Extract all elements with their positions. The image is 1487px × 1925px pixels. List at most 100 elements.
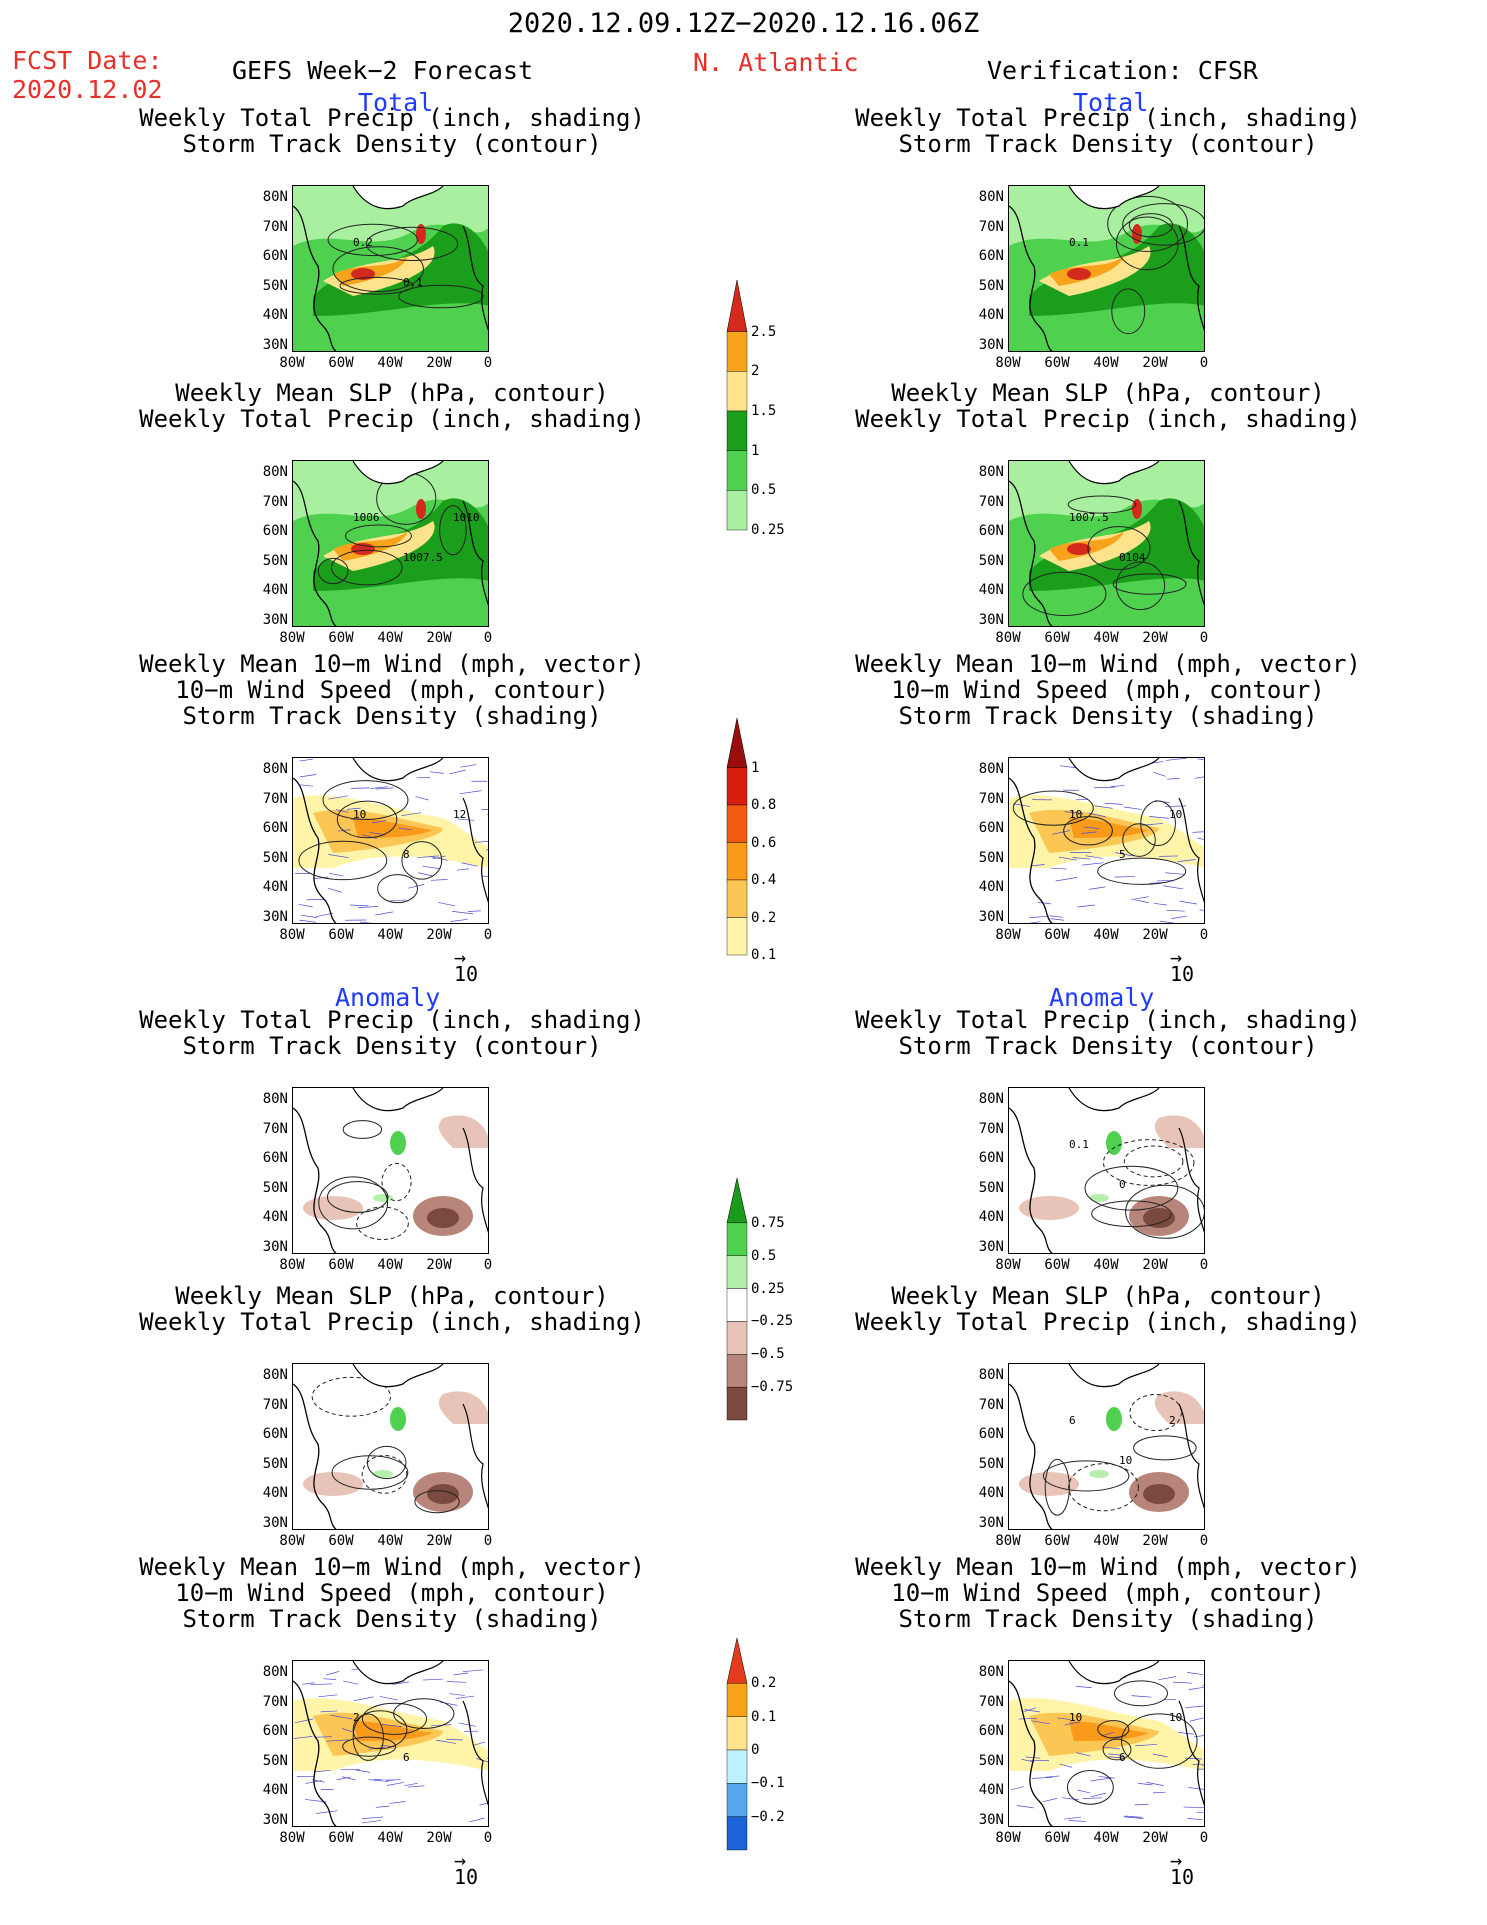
fc-row2-title-line: Weekly Total Precip (inch, shading) (139, 405, 645, 433)
lon-tick: 0 (1199, 1533, 1209, 1549)
vf-row5-title: Weekly Mean SLP (hPa, contour) Weekly Tot… (748, 1283, 1468, 1335)
colorbar-label: −0.25 (751, 1313, 794, 1330)
vector-scale-label: 10 (454, 1865, 479, 1889)
lon-tick: 60W (1044, 355, 1070, 371)
lon-tick: 0 (483, 355, 493, 371)
colorbar-swatch (726, 1716, 748, 1751)
lat-tick: 80N (978, 189, 1004, 205)
contour-label: 10 (1169, 808, 1182, 821)
total-track-colorbar (726, 717, 748, 956)
lat-tick: 70N (262, 218, 288, 235)
vf-row5-map: 6 10 2 (1008, 1363, 1205, 1530)
fc-row2-map: 1006 1007.5 1010 (292, 460, 489, 627)
gefs-title: GEFS Week−2 Forecast (232, 56, 534, 85)
lat-tick: 60N (262, 248, 288, 264)
contour-label: 0 (1119, 1178, 1126, 1191)
fc-row6-title-line: Weekly Mean 10−m Wind (mph, vector) (139, 1553, 645, 1581)
colorbar-swatch (726, 767, 748, 806)
vector-scale: → 10 (1170, 945, 1195, 986)
lat-tick: 60N (262, 523, 288, 539)
lon-tick: 20W (426, 1830, 452, 1846)
contour-label: 1007.5 (403, 551, 443, 564)
lat-tick: 70N (978, 218, 1004, 235)
vf-row2-title: Weekly Mean SLP (hPa, contour) Weekly Tot… (748, 380, 1468, 432)
lat-tick: 60N (262, 1723, 288, 1739)
lon-tick: 20W (1142, 927, 1168, 943)
lat-tick: 70N (262, 790, 288, 807)
lon-tick: 60W (328, 1257, 354, 1273)
colorbar-swatch (726, 1321, 748, 1355)
lon-tick: 80W (995, 1257, 1021, 1273)
lon-tick: 80W (279, 1533, 305, 1549)
colorbar-label: 0.1 (751, 1708, 777, 1725)
lon-tick: 0 (483, 1533, 493, 1549)
colorbar-label: −0.5 (751, 1346, 785, 1363)
contour-label: 1006 (353, 511, 380, 524)
vf-row6-map-canvas: 106100 (1009, 1661, 1204, 1826)
colorbar-label: 0.2 (751, 1675, 777, 1692)
lon-tick: 20W (426, 927, 452, 943)
lat-tick: 30N (262, 1811, 288, 1828)
lat-tick: 40N (978, 879, 1004, 895)
contour-label: 6 (1119, 1751, 1126, 1764)
vf-row1-title-line: Storm Track Density (contour) (898, 130, 1318, 158)
lon-tick: 80W (279, 355, 305, 371)
fc-row5-map-canvas (293, 1364, 488, 1529)
fc-row5-title: Weekly Mean SLP (hPa, contour) Weekly Tot… (32, 1283, 752, 1335)
vf-row2-map: 1007.5 0104 (1008, 460, 1205, 627)
lat-tick: 80N (262, 1664, 288, 1680)
vf-row4-title-line: Weekly Total Precip (inch, shading) (855, 1006, 1361, 1034)
period-title: 2020.12.09.12Z−2020.12.16.06Z (507, 8, 980, 39)
lat-tick: 70N (978, 790, 1004, 807)
lat-tick: 80N (978, 1664, 1004, 1680)
lon-tick: 80W (279, 927, 305, 943)
fc-row2-title: Weekly Mean SLP (hPa, contour) Weekly Tot… (32, 380, 752, 432)
colorbar-swatch (726, 1222, 748, 1256)
colorbar-label: −0.2 (751, 1808, 785, 1825)
verification-title: Verification: CFSR (987, 56, 1258, 85)
colorbar-label: 2.5 (751, 323, 777, 340)
lat-tick: 40N (262, 879, 288, 895)
lon-tick: 20W (1142, 1257, 1168, 1273)
colorbar-swatch (726, 331, 748, 372)
colorbar-label: 0.1 (751, 947, 777, 963)
contour-label: 1010 (453, 511, 480, 524)
total-label-left: Total (358, 88, 434, 117)
lat-tick: 40N (262, 307, 288, 323)
lat-tick: 80N (262, 761, 288, 777)
vf-row3-title: Weekly Mean 10−m Wind (mph, vector) 10−m … (748, 651, 1468, 729)
lat-tick: 30N (978, 1514, 1004, 1531)
lat-tick: 30N (978, 1811, 1004, 1828)
lon-tick: 60W (328, 355, 354, 371)
colorbar-label: 0.4 (751, 872, 777, 888)
colorbar-swatch (726, 1288, 748, 1322)
total-label-right: Total (1073, 88, 1149, 117)
vf-row4-map: 0.1 0 (1008, 1087, 1205, 1254)
lon-tick: 60W (328, 1830, 354, 1846)
lon-tick: 40W (377, 1257, 403, 1273)
lon-tick: 40W (377, 630, 403, 646)
colorbar-label: 0.6 (751, 834, 777, 851)
fc-row3-title-line: Storm Track Density (shading) (182, 702, 602, 730)
lat-tick: 50N (978, 1752, 1004, 1769)
contour-label: 10 (353, 808, 366, 821)
colorbar-swatch (726, 842, 748, 881)
lon-tick: 0 (483, 630, 493, 646)
lon-tick: 80W (279, 630, 305, 646)
fc-row4-map-canvas (293, 1088, 488, 1253)
vf-row3-title-line: 10−m Wind Speed (mph, contour) (891, 676, 1325, 704)
colorbar-label: 0 (751, 1742, 760, 1758)
vector-scale-label: 10 (1170, 962, 1195, 986)
lat-tick: 40N (978, 1782, 1004, 1798)
colorbar-swatch (726, 410, 748, 451)
fc-row3-title-line: Weekly Mean 10−m Wind (mph, vector) (139, 650, 645, 678)
anom-precip-colorbar (726, 1177, 748, 1421)
lon-tick: 80W (995, 1830, 1021, 1846)
contour-label: 0.1 (403, 276, 423, 289)
lon-tick: 60W (1044, 1533, 1070, 1549)
lon-tick: 0 (1199, 1830, 1209, 1846)
lon-tick: 40W (377, 355, 403, 371)
colorbar-swatch (726, 1783, 748, 1817)
lon-tick: 80W (995, 355, 1021, 371)
contour-label: 6 (403, 1751, 410, 1764)
